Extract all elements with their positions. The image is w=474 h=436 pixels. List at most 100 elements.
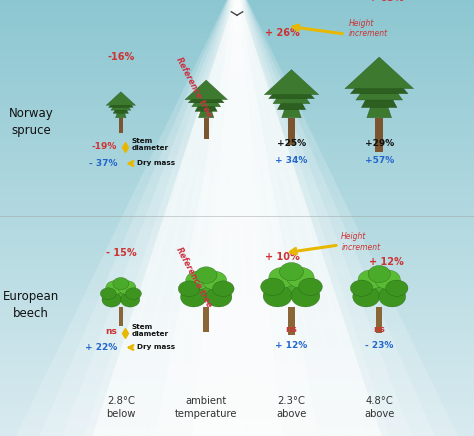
Polygon shape bbox=[0, 0, 242, 436]
Polygon shape bbox=[282, 89, 301, 118]
Text: Height
increment: Height increment bbox=[341, 232, 381, 252]
Text: + 12%: + 12% bbox=[369, 257, 404, 266]
Bar bbox=[288, 307, 295, 335]
Polygon shape bbox=[350, 61, 408, 94]
Text: + 10%: + 10% bbox=[264, 252, 300, 262]
Ellipse shape bbox=[190, 276, 222, 299]
Polygon shape bbox=[269, 73, 314, 99]
Ellipse shape bbox=[299, 278, 322, 296]
Ellipse shape bbox=[186, 271, 210, 290]
Polygon shape bbox=[264, 70, 319, 95]
Ellipse shape bbox=[120, 293, 140, 307]
Polygon shape bbox=[116, 102, 126, 118]
Polygon shape bbox=[108, 0, 250, 436]
Ellipse shape bbox=[181, 287, 207, 307]
Polygon shape bbox=[232, 0, 474, 436]
Polygon shape bbox=[224, 0, 366, 436]
Text: 2.3°C
above: 2.3°C above bbox=[276, 396, 307, 419]
Text: + 26%: + 26% bbox=[264, 28, 300, 37]
Text: ns: ns bbox=[105, 327, 117, 336]
Text: ambient
temperature: ambient temperature bbox=[175, 396, 237, 419]
Polygon shape bbox=[185, 80, 228, 100]
Ellipse shape bbox=[375, 270, 401, 289]
Ellipse shape bbox=[273, 273, 310, 298]
Polygon shape bbox=[356, 67, 402, 100]
Polygon shape bbox=[109, 93, 133, 107]
Polygon shape bbox=[0, 0, 243, 436]
Ellipse shape bbox=[195, 267, 217, 283]
Text: -16%: -16% bbox=[107, 52, 135, 61]
Ellipse shape bbox=[212, 281, 234, 296]
Text: Dry mass: Dry mass bbox=[137, 160, 175, 167]
Polygon shape bbox=[231, 0, 474, 436]
Text: 2.8°C
below: 2.8°C below bbox=[106, 396, 136, 419]
Ellipse shape bbox=[269, 267, 296, 288]
Ellipse shape bbox=[280, 262, 303, 281]
Ellipse shape bbox=[206, 287, 232, 307]
Polygon shape bbox=[231, 0, 474, 436]
Bar bbox=[119, 118, 123, 133]
Text: - 37%: - 37% bbox=[89, 159, 117, 168]
Ellipse shape bbox=[106, 281, 124, 294]
Polygon shape bbox=[232, 0, 474, 436]
Text: Reference tree: Reference tree bbox=[175, 245, 214, 308]
Polygon shape bbox=[152, 0, 322, 436]
Ellipse shape bbox=[350, 280, 373, 296]
Ellipse shape bbox=[100, 288, 116, 300]
Ellipse shape bbox=[261, 278, 284, 296]
Text: Height
increment: Height increment bbox=[348, 19, 388, 38]
Ellipse shape bbox=[118, 281, 136, 294]
Ellipse shape bbox=[368, 266, 391, 283]
Text: Reference tree: Reference tree bbox=[175, 56, 214, 119]
Polygon shape bbox=[188, 82, 224, 103]
Text: Stem
diameter: Stem diameter bbox=[131, 324, 168, 337]
Text: +57%: +57% bbox=[365, 156, 394, 165]
Bar bbox=[203, 307, 209, 332]
Bar bbox=[288, 118, 295, 145]
Text: - 23%: - 23% bbox=[365, 341, 393, 350]
Polygon shape bbox=[113, 99, 128, 113]
Bar bbox=[204, 118, 209, 140]
Ellipse shape bbox=[126, 288, 141, 300]
Polygon shape bbox=[85, 0, 389, 436]
Ellipse shape bbox=[379, 286, 406, 307]
Text: + 22%: + 22% bbox=[85, 343, 117, 352]
Polygon shape bbox=[31, 0, 243, 436]
Polygon shape bbox=[185, 0, 328, 436]
Polygon shape bbox=[191, 86, 221, 107]
Polygon shape bbox=[231, 0, 443, 436]
Ellipse shape bbox=[263, 285, 292, 307]
Ellipse shape bbox=[358, 270, 383, 289]
Text: Stem
diameter: Stem diameter bbox=[131, 138, 168, 151]
Bar bbox=[375, 118, 383, 153]
Text: 4.8°C
above: 4.8°C above bbox=[364, 396, 394, 419]
Polygon shape bbox=[0, 0, 242, 436]
Polygon shape bbox=[277, 84, 306, 110]
Polygon shape bbox=[111, 96, 131, 110]
Polygon shape bbox=[195, 91, 217, 112]
Text: ns: ns bbox=[285, 325, 298, 334]
Text: +25%: +25% bbox=[277, 140, 306, 148]
Text: + 63%: + 63% bbox=[369, 0, 404, 3]
Polygon shape bbox=[199, 95, 214, 118]
Polygon shape bbox=[231, 0, 474, 436]
Polygon shape bbox=[345, 57, 413, 89]
Ellipse shape bbox=[178, 281, 200, 296]
Polygon shape bbox=[146, 0, 289, 436]
Text: - 15%: - 15% bbox=[106, 248, 136, 258]
Polygon shape bbox=[106, 92, 136, 105]
Ellipse shape bbox=[113, 277, 129, 290]
Polygon shape bbox=[273, 78, 310, 104]
Ellipse shape bbox=[102, 293, 121, 307]
Text: +29%: +29% bbox=[365, 140, 394, 148]
Ellipse shape bbox=[363, 275, 396, 299]
Ellipse shape bbox=[287, 267, 314, 288]
Bar bbox=[118, 307, 123, 326]
Polygon shape bbox=[367, 81, 392, 118]
Text: + 34%: + 34% bbox=[275, 156, 308, 165]
Polygon shape bbox=[190, 0, 284, 436]
Polygon shape bbox=[231, 0, 405, 436]
Polygon shape bbox=[0, 0, 243, 436]
Polygon shape bbox=[0, 0, 243, 436]
Ellipse shape bbox=[109, 284, 133, 301]
